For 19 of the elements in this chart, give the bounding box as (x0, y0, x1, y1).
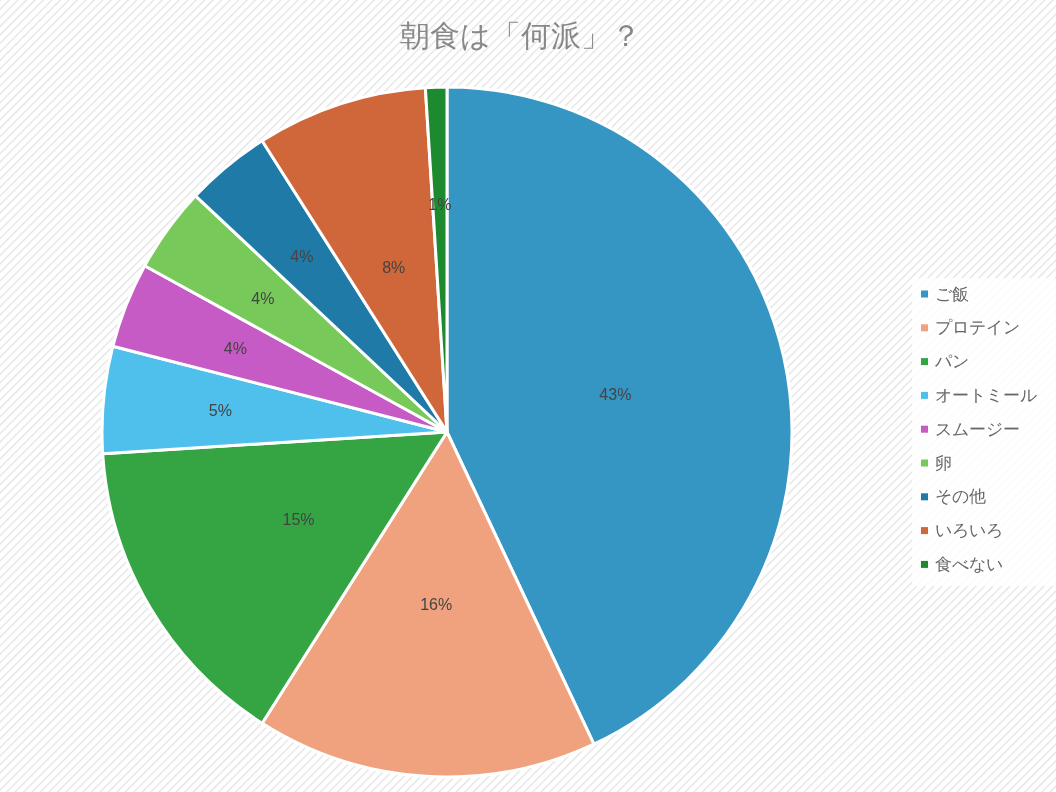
legend-label: プロテイン (935, 318, 1020, 338)
data-label: 4% (251, 289, 275, 307)
data-label: 16% (420, 595, 453, 613)
data-label: 4% (290, 248, 314, 266)
legend-label: 卵 (935, 453, 952, 473)
legend-label: パン (934, 352, 969, 372)
legend-label: オートミール (935, 385, 1037, 405)
legend-label: ご飯 (935, 284, 969, 304)
chart-title: 朝食は「何派」？ (399, 18, 641, 52)
legend-label: 食べない (935, 554, 1003, 574)
data-label: 5% (208, 402, 232, 420)
data-label: 15% (282, 511, 315, 529)
data-label: 1% (428, 195, 452, 213)
data-label: 4% (223, 339, 247, 357)
data-label: 43% (599, 385, 632, 403)
data-label: 8% (382, 259, 406, 277)
legend-label: いろいろ (935, 521, 1003, 541)
legend-label: その他 (935, 487, 986, 507)
legend-label: スムージー (935, 419, 1020, 439)
